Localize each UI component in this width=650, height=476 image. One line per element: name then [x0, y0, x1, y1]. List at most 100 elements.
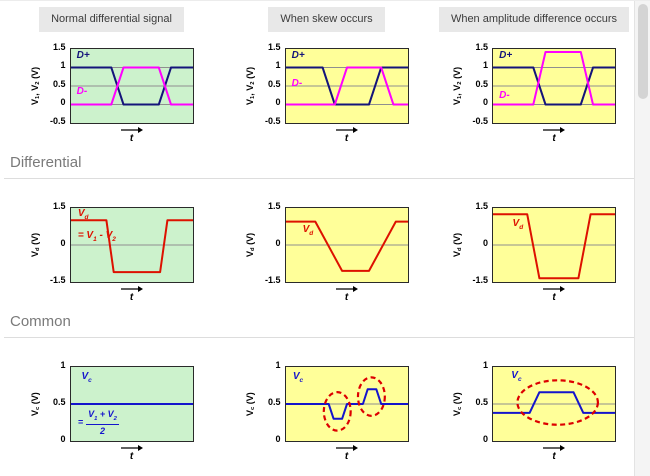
t-axis-arrow-icon: [120, 444, 143, 451]
plot-diff-normal-cell: Vd (V) 1.5 0 -1.5 Vd = V1 - V2 t: [30, 201, 194, 303]
waveform-canvas: [70, 402, 193, 405]
y-axis-label: V1, V2 (V): [452, 66, 463, 105]
y-tick-label: 1.5: [267, 41, 281, 52]
waveform-plot: Vc: [284, 365, 409, 442]
signal-label: Vc: [81, 370, 92, 384]
y-tick-labels: 1.5 0 -1.5: [259, 201, 285, 285]
t-axis: t: [542, 444, 566, 462]
plot-input-amplitude: V1, V2 (V) 1.5 1 0.5 0 -0.5 D+ D-t: [434, 42, 634, 144]
plot-common-normal: Vc (V) 1 0.5 0 Vc = V1 + V2 2 t: [4, 360, 219, 462]
waveform-plot: Vc = V1 + V2 2: [69, 365, 194, 442]
waveform-vc: [285, 388, 408, 420]
signal-label: D-: [76, 86, 88, 98]
waveform-dplus: [493, 66, 615, 106]
plot-common-skew-cell: Vc (V) 1 0.5 0 Vc t: [245, 360, 409, 462]
y-tick-label: 0.5: [52, 396, 66, 407]
t-axis: t: [335, 285, 359, 303]
t-axis-label: t: [129, 450, 134, 462]
anomaly-ellipse: [356, 376, 386, 417]
waveform-plot: Vc: [492, 365, 616, 442]
plot-diff-skew: Vd (V) 1.5 0 -1.5 Vd t: [219, 201, 434, 303]
y-tick-labels: 1.5 1 0.5 0 -0.5: [259, 42, 285, 125]
t-axis-label: t: [344, 450, 349, 462]
y-tick-label: -1.5: [49, 274, 66, 285]
waveform-vd: [285, 220, 408, 272]
y-tick-label: 1: [275, 60, 281, 71]
anomaly-ellipse: [322, 390, 352, 432]
y-tick-label: 0: [482, 237, 488, 248]
waveform-canvas: [285, 376, 408, 432]
y-tick-label: 1: [60, 60, 66, 71]
y-tick-labels: 1.5 1 0.5 0 -0.5: [44, 42, 70, 126]
y-tick-label: 0.5: [475, 78, 488, 89]
t-axis-label: t: [344, 291, 349, 303]
y-tick-label: 0: [60, 433, 66, 444]
waveform-canvas: [285, 66, 408, 106]
waveform-dminus: [285, 66, 408, 106]
y-tick-label: 0: [60, 237, 66, 248]
t-axis-label: t: [552, 132, 556, 144]
y-tick-label: 0: [275, 237, 281, 248]
waveform-canvas: [493, 213, 615, 280]
y-tick-label: 0: [482, 97, 488, 108]
scrollbar-thumb[interactable]: [637, 4, 648, 99]
y-tick-label: 1: [482, 60, 488, 71]
y-tick-label: -1.5: [264, 274, 281, 285]
input-signal-plots: V1, V2 (V) 1.5 1 0.5 0 -0.5 D+ D-t V1, V2 (V) 1.…: [4, 42, 634, 144]
t-axis-label: t: [129, 291, 134, 303]
y-axis-label: Vd (V): [244, 232, 256, 257]
scrollbar[interactable]: [634, 1, 650, 476]
y-tick-label: 0: [275, 97, 281, 108]
y-axis-label: Vc (V): [452, 391, 463, 416]
t-axis-label: t: [344, 132, 349, 144]
y-tick-label: 0: [60, 97, 66, 108]
t-axis-arrow-icon: [543, 444, 565, 451]
plot-common-normal-cell: Vc (V) 1 0.5 0 Vc = V1 + V2 2 t: [30, 360, 194, 462]
differential-signal-diagram: Normal differential signal When skew occ…: [0, 1, 634, 462]
signal-label: D-: [499, 89, 510, 101]
header-skew: When skew occurs: [268, 7, 385, 32]
signal-label: Vc: [511, 370, 522, 384]
y-tick-labels: 1 0.5 0: [466, 360, 492, 443]
y-tick-labels: 1.5 1 0.5 0 -0.5: [466, 42, 492, 125]
y-tick-label: 1.5: [267, 200, 281, 211]
plot-common-amplitude: Vc (V) 1 0.5 0 Vc t: [434, 360, 634, 462]
fraction-denominator: 2: [99, 425, 105, 436]
waveform-plot: Vd: [284, 206, 409, 283]
y-tick-labels: 1 0.5 0: [44, 360, 70, 444]
t-axis-arrow-icon: [335, 285, 358, 292]
signal-label: D+: [499, 49, 513, 61]
plot-input-normal-cell: V1, V2 (V) 1.5 1 0.5 0 -0.5 D+ D-t: [30, 42, 194, 144]
y-tick-label: 1.5: [52, 41, 66, 52]
plot-input-normal: V1, V2 (V) 1.5 1 0.5 0 -0.5 D+ D-t: [4, 42, 219, 144]
y-tick-label: 0.5: [267, 78, 281, 89]
t-axis-arrow-icon: [120, 126, 143, 133]
header-cell: When skew occurs: [219, 7, 434, 32]
t-axis-arrow-icon: [543, 285, 565, 292]
y-tick-label: 1.5: [475, 41, 488, 52]
y-tick-label: 0.5: [267, 396, 281, 407]
signal-label: Vd: [302, 224, 314, 238]
waveform-canvas: [285, 220, 408, 272]
signal-label: = V1 - V2: [77, 229, 116, 243]
t-axis-label: t: [552, 291, 556, 303]
header-cell: When amplitude difference occurs: [434, 7, 634, 32]
y-tick-labels: 1.5 0 -1.5: [44, 201, 70, 285]
waveform-dplus: [70, 66, 193, 106]
common-signal-plots: Vc (V) 1 0.5 0 Vc = V1 + V2 2 t Vc (V) 1 0.5 0 Vc t V…: [4, 360, 634, 462]
waveform-plot: D+ D-: [284, 47, 409, 124]
waveform-dplus: [285, 66, 408, 106]
t-axis: t: [335, 444, 359, 462]
signal-label: D-: [291, 78, 303, 90]
plot-diff-normal: Vd (V) 1.5 0 -1.5 Vd = V1 - V2 t: [4, 201, 219, 303]
y-tick-labels: 1 0.5 0: [259, 360, 285, 443]
t-axis-arrow-icon: [543, 126, 565, 133]
t-axis: t: [120, 285, 144, 303]
waveform-canvas: [70, 66, 193, 106]
signal-label: D+: [291, 49, 305, 61]
t-axis-label: t: [129, 132, 134, 144]
y-tick-label: 1: [482, 359, 488, 370]
plot-common-skew: Vc (V) 1 0.5 0 Vc t: [219, 360, 434, 462]
y-tick-label: -0.5: [49, 115, 66, 126]
waveform-plot: D+ D-: [492, 47, 616, 124]
